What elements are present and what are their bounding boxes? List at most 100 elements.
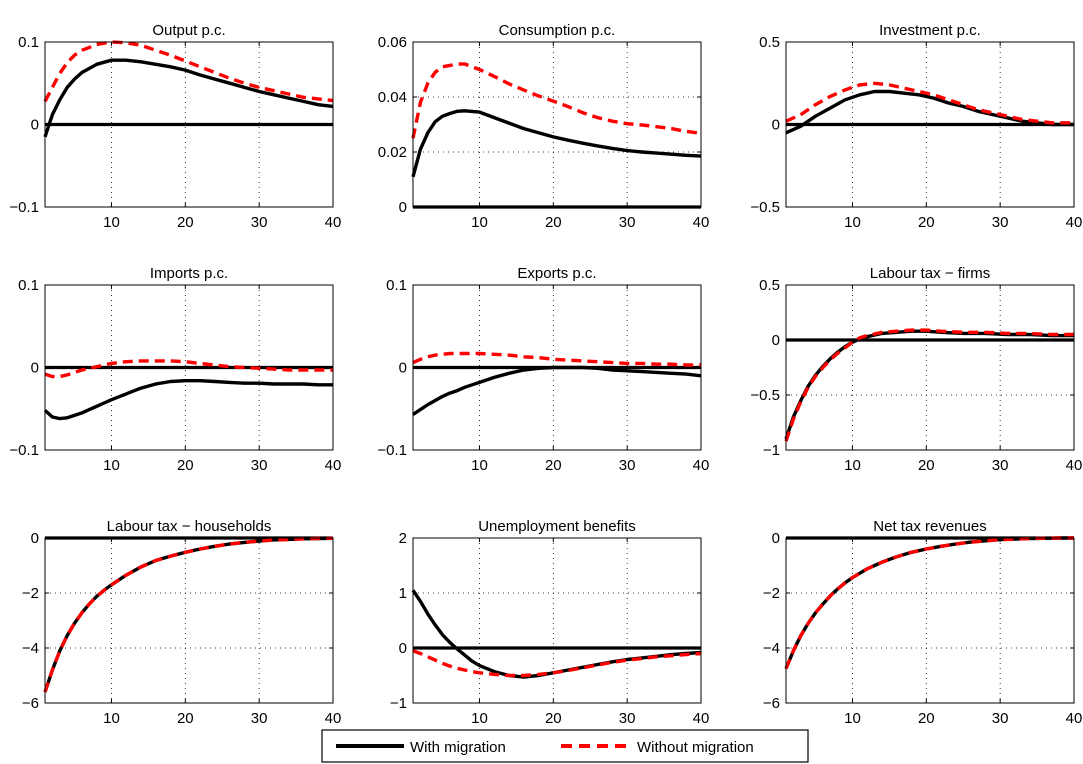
x-tick-label: 20 <box>918 214 935 231</box>
y-tick-label: 1 <box>399 585 407 602</box>
series-line-without-migration <box>412 351 701 367</box>
series-line-without-migration <box>784 328 1074 442</box>
x-tick-label: 30 <box>619 214 636 231</box>
y-tick-label: 0.1 <box>386 277 407 294</box>
y-tick-label: 0.5 <box>759 34 780 51</box>
y-tick-label: −0.5 <box>750 387 780 404</box>
x-tick-label: 20 <box>177 710 194 727</box>
x-tick-label: 40 <box>693 214 710 231</box>
y-tick-label: 0.1 <box>18 34 39 51</box>
panel-net-tax-revenues: 10 20 30 40 −6 −4 −2 0 Net tax revenues <box>763 518 1082 727</box>
x-tick-label: 10 <box>103 214 120 231</box>
panel-title: Imports p.c. <box>150 265 228 282</box>
panel-output-p-c: 10 20 30 40 −0.1 0 0.1 Output p.c. <box>9 22 341 231</box>
panel-imports-p-c: 10 20 30 40 −0.1 0 0.1 Imports p.c. <box>9 265 341 474</box>
x-tick-label: 10 <box>103 710 120 727</box>
x-tick-label: 40 <box>325 214 342 231</box>
legend-without-migration-label: Without migration <box>637 739 754 756</box>
x-tick-label: 20 <box>918 710 935 727</box>
x-tick-label: 30 <box>619 457 636 474</box>
panel-title: Labour tax − households <box>107 518 272 535</box>
series-line-without-migration <box>43 536 334 693</box>
y-tick-label: −0.5 <box>750 199 780 216</box>
y-tick-label: −0.1 <box>9 442 39 459</box>
x-tick-label: 30 <box>251 457 268 474</box>
x-tick-label: 30 <box>992 457 1009 474</box>
y-tick-label: 0.06 <box>378 34 407 51</box>
y-tick-label: 0 <box>31 530 39 547</box>
x-tick-label: 30 <box>992 710 1009 727</box>
x-tick-label: 10 <box>471 710 488 727</box>
y-tick-label: −2 <box>22 585 39 602</box>
series-line-without-migration <box>43 40 334 103</box>
y-tick-label: 0.04 <box>378 89 407 106</box>
panel-title: Consumption p.c. <box>499 22 616 39</box>
panel-title: Exports p.c. <box>517 265 596 282</box>
y-tick-label: −4 <box>22 640 39 657</box>
series-line-with-migration <box>43 58 334 138</box>
series-line-without-migration <box>785 81 1074 125</box>
y-tick-label: 0 <box>399 199 407 216</box>
y-tick-label: 0 <box>399 640 407 657</box>
x-tick-label: 40 <box>325 457 342 474</box>
axes-frame <box>412 41 702 208</box>
y-tick-label: −6 <box>763 695 780 712</box>
panel-title: Net tax revenues <box>873 518 986 535</box>
x-tick-label: 40 <box>1066 457 1083 474</box>
x-tick-label: 10 <box>844 710 861 727</box>
panel-consumption-p-c: 10 20 30 40 0 0.02 0.04 0.06 Consumption p.c. <box>378 22 710 231</box>
x-tick-label: 30 <box>619 710 636 727</box>
x-tick-label: 40 <box>1066 710 1083 727</box>
x-tick-label: 10 <box>844 214 861 231</box>
axes-frame <box>412 537 702 704</box>
plot-area <box>45 538 333 703</box>
series-line-without-migration <box>44 359 333 379</box>
plot-area <box>786 285 1074 450</box>
panel-investment-p-c: 10 20 30 40 −0.5 0 0.5 Investment p.c. <box>750 22 1082 231</box>
panel-labour-tax-firms: 10 20 30 40 −1 −0.5 0 0.5 Labour tax − firms <box>750 265 1082 474</box>
x-tick-label: 20 <box>177 214 194 231</box>
x-tick-label: 20 <box>177 457 194 474</box>
plot-area <box>413 42 701 207</box>
x-tick-label: 40 <box>693 457 710 474</box>
x-tick-label: 40 <box>325 710 342 727</box>
x-tick-label: 40 <box>1066 214 1083 231</box>
x-tick-label: 30 <box>251 214 268 231</box>
panel-title: Investment p.c. <box>879 22 981 39</box>
plot-area <box>786 538 1074 703</box>
x-tick-label: 30 <box>251 710 268 727</box>
y-tick-label: 0 <box>772 117 780 134</box>
y-tick-label: −1 <box>390 695 407 712</box>
x-tick-label: 20 <box>545 710 562 727</box>
x-tick-label: 10 <box>103 457 120 474</box>
y-tick-label: −1 <box>763 442 780 459</box>
y-tick-label: 0.1 <box>18 277 39 294</box>
y-tick-label: −6 <box>22 695 39 712</box>
panel-exports-p-c: 10 20 30 40 −0.1 0 0.1 Exports p.c. <box>377 265 709 474</box>
x-tick-label: 20 <box>545 457 562 474</box>
panel-unemployment-benefits: 10 20 30 40 −1 0 1 2 Unemployment benefits <box>390 518 709 727</box>
y-tick-label: 0.5 <box>759 277 780 294</box>
x-tick-label: 30 <box>992 214 1009 231</box>
panel-title: Unemployment benefits <box>478 518 636 535</box>
axes-frame <box>44 537 334 704</box>
series-line-with-migration <box>412 365 702 416</box>
panel-title: Labour tax − firms <box>870 265 990 282</box>
x-tick-label: 10 <box>844 457 861 474</box>
panel-title: Output p.c. <box>152 22 225 39</box>
series-line-without-migration <box>411 62 702 139</box>
x-tick-label: 20 <box>545 214 562 231</box>
series-line-without-migration <box>784 536 1074 670</box>
y-tick-label: 2 <box>399 530 407 547</box>
legend: With migration Without migration <box>321 729 809 763</box>
axes-frame <box>785 284 1075 451</box>
panel-labour-tax-households: 10 20 30 40 −6 −4 −2 0 Labour tax − households <box>22 518 341 727</box>
x-tick-label: 10 <box>471 457 488 474</box>
series-line-with-migration <box>43 379 333 421</box>
y-tick-label: 0 <box>399 360 407 377</box>
series-line-with-migration <box>411 109 702 178</box>
y-tick-label: −0.1 <box>377 442 407 459</box>
axes-frame <box>785 537 1075 704</box>
